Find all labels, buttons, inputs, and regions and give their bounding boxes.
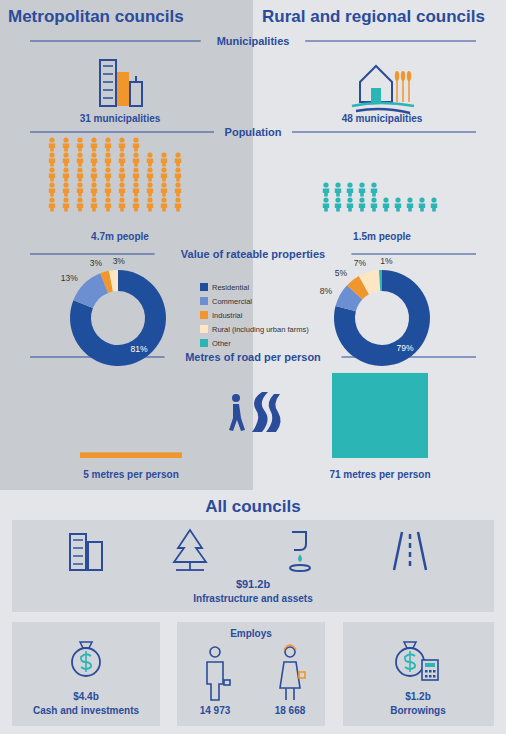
svg-text:Metres of road per person: Metres of road per person — [185, 351, 321, 363]
svg-text:3%: 3% — [90, 258, 103, 268]
svg-text:5 metres per person: 5 metres per person — [83, 469, 179, 480]
svg-text:Rural and regional councils: Rural and regional councils — [262, 7, 485, 26]
svg-text:31 municipalities: 31 municipalities — [80, 113, 161, 124]
svg-text:81%: 81% — [131, 344, 148, 354]
svg-text:1%: 1% — [380, 256, 393, 266]
svg-text:8%: 8% — [320, 286, 333, 296]
svg-text:$4.4b: $4.4b — [73, 691, 99, 702]
svg-text:13%: 13% — [61, 273, 78, 283]
svg-text:Other: Other — [212, 339, 231, 348]
svg-text:1.5m people: 1.5m people — [353, 231, 411, 242]
svg-text:All councils: All councils — [205, 497, 300, 516]
svg-text:Population: Population — [225, 126, 282, 138]
svg-text:$1.2b: $1.2b — [405, 691, 431, 702]
svg-text:Value of rateable properties: Value of rateable properties — [181, 248, 325, 260]
svg-text:14 973: 14 973 — [200, 705, 231, 716]
svg-text:Rural (including urban farms): Rural (including urban farms) — [212, 325, 309, 334]
svg-text:48 municipalities: 48 municipalities — [342, 113, 423, 124]
svg-text:Borrowings: Borrowings — [390, 705, 446, 716]
svg-text:Residential: Residential — [212, 283, 249, 292]
svg-text:79%: 79% — [396, 343, 413, 353]
svg-text:Commercial: Commercial — [212, 297, 252, 306]
svg-text:4.7m people: 4.7m people — [91, 231, 149, 242]
svg-text:5%: 5% — [335, 268, 348, 278]
svg-text:Employs: Employs — [230, 628, 272, 639]
svg-text:71 metres per person: 71 metres per person — [329, 469, 430, 480]
svg-text:Metropolitan councils: Metropolitan councils — [8, 7, 184, 26]
svg-text:18 668: 18 668 — [275, 705, 306, 716]
svg-text:Infrastructure and assets: Infrastructure and assets — [193, 593, 313, 604]
svg-text:7%: 7% — [354, 258, 367, 268]
svg-text:3%: 3% — [113, 256, 126, 266]
svg-text:Cash and investments: Cash and investments — [33, 705, 140, 716]
svg-text:$91.2b: $91.2b — [236, 578, 271, 590]
svg-text:Industrial: Industrial — [212, 311, 243, 320]
svg-text:Municipalities: Municipalities — [217, 35, 290, 47]
